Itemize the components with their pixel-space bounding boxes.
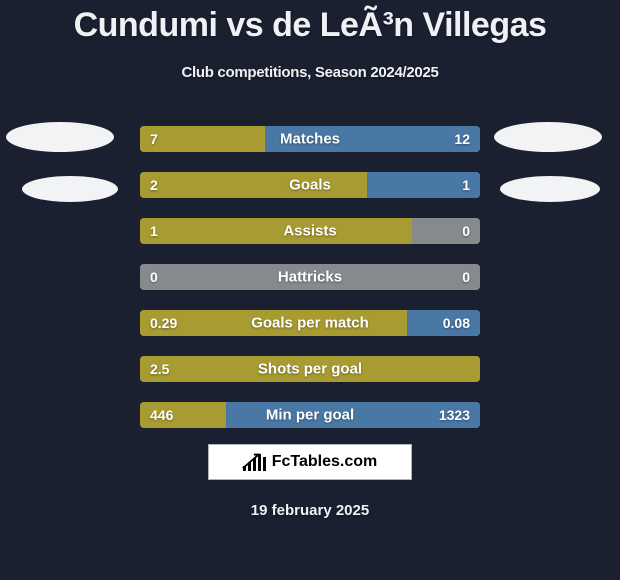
- stat-value-left: 1: [150, 223, 158, 239]
- stat-row: Matches7 12: [140, 126, 480, 152]
- stat-row: Goals2 1: [140, 172, 480, 198]
- stat-value-left: 0: [150, 269, 158, 285]
- date-footer: 19 february 2025: [0, 502, 620, 519]
- stat-value-right: 12: [454, 131, 470, 147]
- stat-value-right: 1323: [439, 407, 470, 423]
- stat-row: Shots per goal2.5: [140, 356, 480, 382]
- stat-value-right: 0.08: [443, 315, 470, 331]
- stat-value-right: 0: [462, 223, 470, 239]
- stat-row: Hattricks0 0: [140, 264, 480, 290]
- stat-value-right: 0: [462, 269, 470, 285]
- portrait-blob: [494, 122, 602, 152]
- stat-label: Hattricks: [140, 269, 480, 286]
- logo-arrow-icon: [241, 450, 263, 472]
- logo-bar: [263, 457, 266, 471]
- stat-row: Min per goal446 1323: [140, 402, 480, 428]
- fctables-logo: FcTables.com: [208, 444, 412, 480]
- stat-value-right: 1: [462, 177, 470, 193]
- stat-row: Goals per match0.29 0.08: [140, 310, 480, 336]
- logo-bars-icon: [243, 453, 266, 471]
- subtitle: Club competitions, Season 2024/2025: [0, 64, 620, 81]
- stat-value-left: 7: [150, 131, 158, 147]
- stat-value-left: 446: [150, 407, 173, 423]
- portrait-blob: [22, 176, 118, 202]
- stat-label: Goals per match: [140, 315, 480, 332]
- stat-label: Assists: [140, 223, 480, 240]
- stat-value-left: 2: [150, 177, 158, 193]
- stat-label: Shots per goal: [140, 361, 480, 378]
- page-title: Cundumi vs de LeÃ³n Villegas: [0, 6, 620, 45]
- stat-label: Matches: [140, 131, 480, 148]
- logo-text: FcTables.com: [272, 453, 378, 471]
- stat-label: Min per goal: [140, 407, 480, 424]
- stat-value-left: 0.29: [150, 315, 177, 331]
- stat-label: Goals: [140, 177, 480, 194]
- stat-row: Assists1 0: [140, 218, 480, 244]
- portrait-blob: [500, 176, 600, 202]
- portrait-blob: [6, 122, 114, 152]
- stat-value-left: 2.5: [150, 361, 169, 377]
- comparison-card: Cundumi vs de LeÃ³n Villegas Club compet…: [0, 0, 620, 580]
